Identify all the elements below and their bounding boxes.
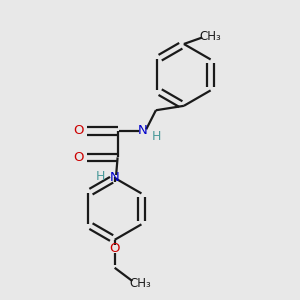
Text: O: O — [73, 151, 84, 164]
Text: N: N — [138, 124, 148, 137]
Text: CH₃: CH₃ — [130, 278, 152, 290]
Text: N: N — [110, 172, 119, 184]
Text: O: O — [110, 242, 120, 255]
Text: H: H — [152, 130, 161, 143]
Text: O: O — [73, 124, 84, 137]
Text: CH₃: CH₃ — [200, 30, 221, 43]
Text: H: H — [96, 170, 105, 183]
